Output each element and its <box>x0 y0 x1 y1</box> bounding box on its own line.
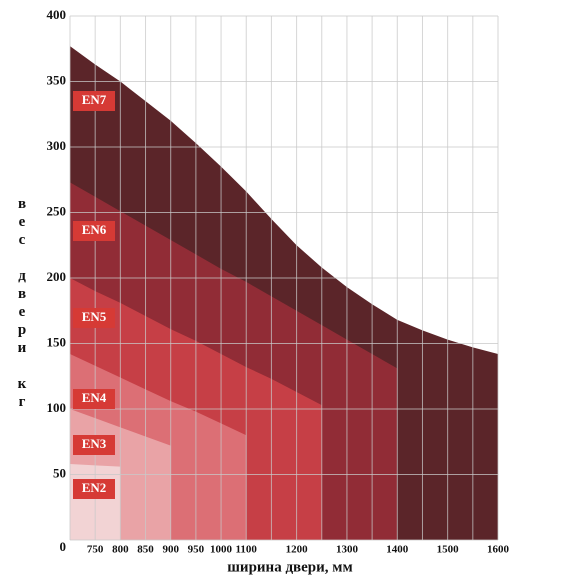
x-axis-title: ширина двери, мм <box>227 559 352 575</box>
legend-box <box>73 221 115 241</box>
legend-label: EN5 <box>82 309 107 324</box>
x-tick-label: 1000 <box>210 544 233 556</box>
x-tick-label: 900 <box>162 544 179 556</box>
y-tick-label: 150 <box>47 334 67 349</box>
legend-box <box>73 308 115 328</box>
y-tick-label: 200 <box>47 269 67 284</box>
x-tick-label: 1200 <box>286 544 309 556</box>
y-tick-label: 50 <box>53 465 66 480</box>
y-tick-label: 0 <box>60 539 67 554</box>
x-tick-label: 1300 <box>336 544 359 556</box>
legend-label: EN4 <box>82 390 107 405</box>
legend-label: EN7 <box>82 92 107 107</box>
y-tick-label: 100 <box>47 400 67 415</box>
legend-entry: EN5 <box>73 308 115 328</box>
legend-entry: EN7 <box>73 91 115 111</box>
y-axis-title: вес двери кг <box>14 196 30 412</box>
y-tick-label: 300 <box>47 138 67 153</box>
x-tick-label: 1100 <box>236 544 258 556</box>
legend-entry: EN2 <box>73 479 115 499</box>
legend-entry: EN3 <box>73 435 115 455</box>
x-tick-label: 1600 <box>487 544 510 556</box>
x-tick-label: 800 <box>112 544 129 556</box>
legend-box <box>73 479 115 499</box>
legend-label: EN6 <box>82 222 107 237</box>
legend-label: EN2 <box>82 480 107 495</box>
x-tick-label: 1400 <box>386 544 409 556</box>
legend-box <box>73 389 115 409</box>
legend-entry: EN4 <box>73 389 115 409</box>
x-tick-label: 1500 <box>437 544 460 556</box>
legend-box <box>73 435 115 455</box>
legend-box <box>73 91 115 111</box>
legend-label: EN3 <box>82 436 107 451</box>
y-tick-label: 250 <box>47 203 67 218</box>
legend-entry: EN6 <box>73 221 115 241</box>
x-tick-label: 850 <box>137 544 154 556</box>
x-tick-label: 750 <box>87 544 104 556</box>
y-tick-label: 350 <box>47 72 67 87</box>
x-tick-label: 950 <box>188 544 205 556</box>
y-tick-label: 400 <box>47 7 67 22</box>
